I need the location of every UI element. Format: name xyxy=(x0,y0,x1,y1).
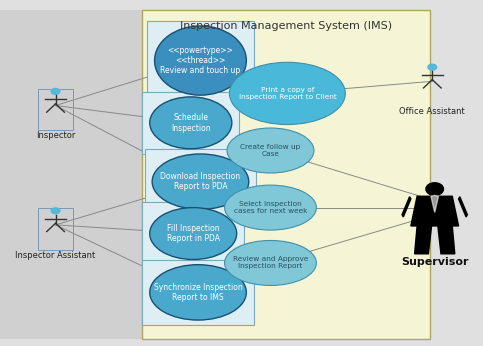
Text: Print a copy of
Inspection Report to Client: Print a copy of Inspection Report to Cli… xyxy=(239,87,336,100)
Circle shape xyxy=(426,183,443,195)
Text: Review and Approve
Inspection Report: Review and Approve Inspection Report xyxy=(233,256,308,270)
Circle shape xyxy=(50,207,61,215)
Polygon shape xyxy=(438,226,455,254)
Circle shape xyxy=(50,88,61,95)
FancyBboxPatch shape xyxy=(145,149,256,215)
Bar xyxy=(0,10,142,339)
Text: Synchronize Inspection
Report to IMS: Synchronize Inspection Report to IMS xyxy=(154,283,242,302)
Text: Select Inspection
cases for next week: Select Inspection cases for next week xyxy=(234,201,307,214)
Ellipse shape xyxy=(227,128,314,173)
Text: Inspector Assistant: Inspector Assistant xyxy=(15,251,96,260)
Polygon shape xyxy=(414,226,432,254)
Polygon shape xyxy=(458,197,468,217)
FancyBboxPatch shape xyxy=(142,92,239,154)
Text: Office Assistant: Office Assistant xyxy=(399,107,465,116)
FancyBboxPatch shape xyxy=(147,21,254,100)
Ellipse shape xyxy=(150,97,232,149)
Polygon shape xyxy=(402,197,411,217)
Ellipse shape xyxy=(150,208,237,260)
Ellipse shape xyxy=(155,26,246,95)
Polygon shape xyxy=(431,195,439,212)
Polygon shape xyxy=(411,196,458,226)
Bar xyxy=(142,10,430,339)
Ellipse shape xyxy=(150,265,246,320)
Text: Inspector: Inspector xyxy=(36,131,75,140)
Text: Download Inspection
Report to PDA: Download Inspection Report to PDA xyxy=(160,172,241,191)
Text: Inspection Management System (IMS): Inspection Management System (IMS) xyxy=(180,21,392,31)
Circle shape xyxy=(427,64,438,71)
Ellipse shape xyxy=(225,240,316,285)
Ellipse shape xyxy=(229,62,345,125)
Text: Schedule
Inspection: Schedule Inspection xyxy=(171,113,211,133)
Text: Create follow up
Case: Create follow up Case xyxy=(241,144,300,157)
FancyBboxPatch shape xyxy=(142,202,244,265)
Text: <<powertype>>
<<thread>>
Review and touch up: <<powertype>> <<thread>> Review and touc… xyxy=(160,46,241,75)
Ellipse shape xyxy=(225,185,316,230)
FancyBboxPatch shape xyxy=(142,260,254,325)
Text: Supervisor: Supervisor xyxy=(401,256,469,266)
Text: Fill Inspection
Report in PDA: Fill Inspection Report in PDA xyxy=(167,224,220,243)
Ellipse shape xyxy=(152,154,249,209)
